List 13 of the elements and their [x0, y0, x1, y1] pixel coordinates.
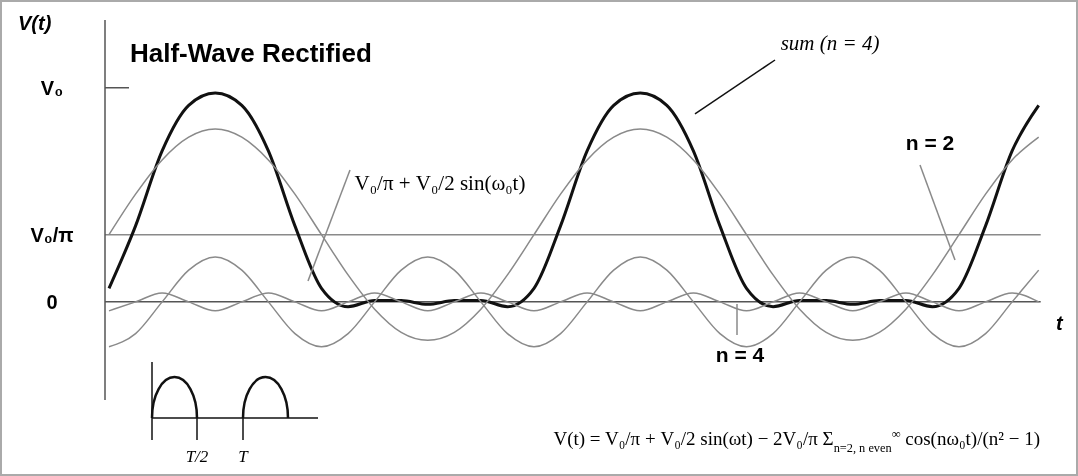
series-label: V₀/π + V₀/2 sin(ω₀t) [354, 171, 526, 195]
text: V₀ [40, 77, 64, 99]
text: T [238, 447, 250, 466]
text: V(t) = V₀/π + V₀/2 sin(ωt) − 2V₀/π Σ$_{n=2, n even}$$^{∞}$ cos(nω₀t)/(n² − 1) [553, 427, 1040, 455]
text: n = 2 [905, 131, 955, 154]
text: T/2 [185, 447, 209, 466]
y-axis-title: V(t) [18, 12, 52, 34]
text: 0 [46, 290, 58, 313]
text: sum (n = 4) [780, 31, 880, 55]
legend-label: n = 4 [715, 343, 765, 366]
x-axis-title: t [1056, 311, 1064, 334]
chart-title: Half-Wave Rectified [130, 38, 372, 68]
ref-line-label: V₀/π [30, 223, 74, 246]
